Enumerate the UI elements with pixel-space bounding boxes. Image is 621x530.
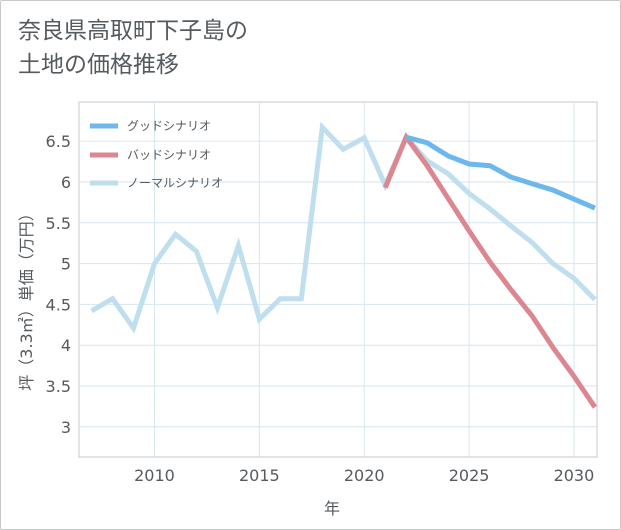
tick-labels: 3 3.5 4 4.5 5 5.5 6 6.5 2010 2015 2020 2025 2030 [46,132,595,485]
series-normal-line [90,121,597,334]
legend-label-normal: ノーマルシナリオ [127,176,223,190]
legend-label-good: グッドシナリオ [127,119,211,133]
y-tick-label: 3.5 [46,377,71,396]
plot-area [78,101,598,458]
y-tick-label: 6.5 [46,132,71,151]
chart-title: 奈良県高取町下子島の 土地の価格推移 [18,14,248,82]
y-axis-label: 坪（3.3㎡）単価（万円） [17,205,36,390]
x-tick-label: 2010 [134,466,175,485]
x-tick-label: 2015 [239,466,280,485]
y-tick-label: 4.5 [46,295,71,314]
y-tick-label: 4 [61,336,71,355]
grid [79,102,597,457]
series-good-line [405,134,596,211]
x-tick-label: 2020 [344,466,385,485]
series-layer [90,121,597,409]
y-tick-label: 5.5 [46,214,71,233]
legend-label-bad: バッドシナリオ [127,148,211,162]
y-tick-label: 6 [61,173,71,192]
legend: グッドシナリオ バッドシナリオ ノーマルシナリオ [90,119,223,190]
x-axis-label: 年 [324,499,340,518]
x-tick-label: 2025 [449,466,490,485]
chart-title-line1: 奈良県高取町下子島の [18,18,248,44]
chart-title-line2: 土地の価格推移 [18,52,179,78]
series-bad-line [382,132,597,409]
y-tick-label: 3 [61,418,71,437]
x-tick-label: 2030 [554,466,595,485]
y-tick-label: 5 [61,255,71,274]
